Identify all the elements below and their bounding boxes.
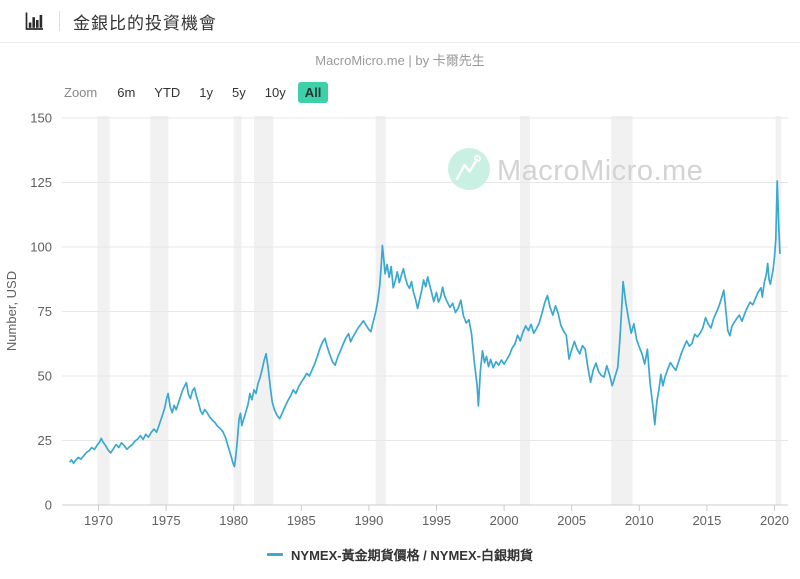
recession-band [150, 116, 169, 505]
x-axis: 1970 1975 1980 1985 1990 1995 2000 2005 2010 2015… [84, 505, 789, 528]
x-tick-label: 1970 [84, 513, 113, 528]
legend-label: NYMEX-黃金期貨價格 / NYMEX-白銀期貨 [291, 548, 533, 563]
series-line [69, 180, 781, 468]
y-tick-label: 50 [38, 369, 52, 384]
gridlines [62, 117, 788, 506]
chart-source-subtitle: MacroMicro.me | by 卡爾先生 [315, 53, 485, 68]
x-tick-label: 1975 [152, 513, 181, 528]
zoom-toolbar: Zoom 6m YTD 1y 5y 10y All [64, 81, 333, 104]
x-tick-label: 1980 [219, 513, 248, 528]
range-button-6m[interactable]: 6m [110, 82, 142, 104]
bar-chart-icon [22, 9, 46, 33]
y-tick-label: 25 [38, 433, 52, 448]
y-tick-label: 100 [30, 240, 52, 255]
range-button-5y[interactable]: 5y [225, 82, 253, 104]
page-header: 金銀比的投資機會 [0, 0, 800, 43]
watermark-dot-icon [473, 154, 481, 162]
recession-band [375, 116, 386, 505]
y-tick-label: 150 [30, 111, 52, 126]
recession-band [233, 116, 242, 505]
watermark: MacroMicro.me [448, 148, 703, 190]
chart-legend[interactable]: NYMEX-黃金期貨價格 / NYMEX-白銀期貨 [0, 545, 800, 564]
range-button-10y[interactable]: 10y [258, 82, 293, 104]
zoom-label: Zoom [64, 85, 98, 100]
y-axis-labels: 0 25 50 75 100 125 150 [30, 111, 52, 513]
y-tick-label: 0 [45, 498, 52, 513]
x-tick-label: 1985 [287, 513, 316, 528]
watermark-zigzag-icon [455, 158, 479, 181]
y-tick-label: 75 [38, 304, 52, 319]
recession-band [519, 116, 530, 505]
legend-line-swatch [267, 553, 284, 556]
range-button-ytd[interactable]: YTD [147, 82, 187, 104]
recession-band [97, 116, 110, 505]
watermark-text: MacroMicro.me [497, 155, 703, 187]
range-button-1y[interactable]: 1y [192, 82, 220, 104]
recession-band [775, 116, 782, 505]
x-tick-label: 2010 [625, 513, 654, 528]
header-divider [59, 11, 60, 31]
y-axis-title: Number, USD [4, 271, 19, 351]
x-tick-label: 1990 [354, 513, 383, 528]
x-tick-label: 2005 [557, 513, 586, 528]
range-buttons: 6m YTD 1y 5y 10y All [110, 81, 333, 104]
x-tick-label: 2000 [490, 513, 519, 528]
range-button-all[interactable]: All [297, 81, 329, 104]
y-tick-label: 125 [30, 175, 52, 190]
page-title: 金銀比的投資機會 [73, 13, 217, 33]
recession-band [254, 116, 274, 505]
x-tick-label: 1995 [422, 513, 451, 528]
x-tick-label: 2015 [692, 513, 721, 528]
x-tick-label: 2020 [760, 513, 789, 528]
